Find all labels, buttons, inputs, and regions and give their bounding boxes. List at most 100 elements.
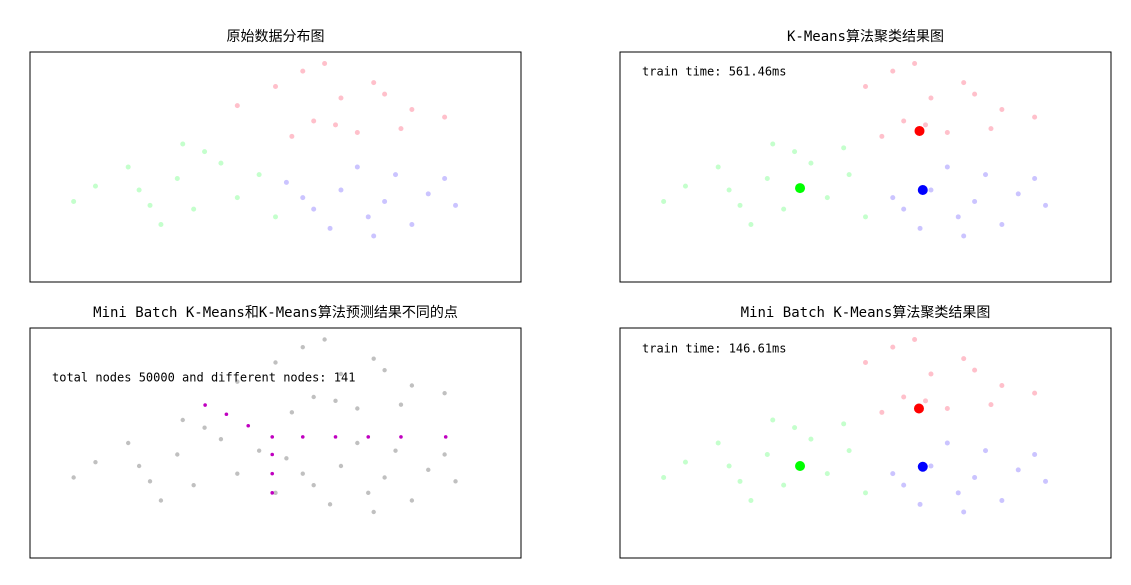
point [841, 421, 847, 427]
point [1043, 478, 1049, 484]
point [310, 394, 317, 400]
point [321, 336, 328, 343]
point [879, 409, 885, 415]
point [452, 478, 459, 485]
axes-frame [29, 327, 522, 559]
point [338, 463, 344, 469]
point [737, 202, 743, 208]
point [1032, 114, 1038, 120]
point [333, 122, 339, 128]
point [999, 107, 1005, 112]
point [1043, 202, 1049, 208]
point [381, 474, 388, 481]
point [270, 471, 275, 476]
point [726, 463, 732, 469]
point [409, 222, 415, 227]
point [944, 164, 950, 170]
point [928, 187, 934, 193]
point [246, 423, 251, 428]
point [218, 436, 224, 442]
point [999, 498, 1005, 503]
point [682, 459, 688, 465]
point [781, 206, 787, 212]
point [955, 214, 961, 220]
point [955, 490, 961, 496]
point [923, 122, 929, 128]
point [273, 84, 278, 89]
point [917, 185, 928, 195]
point [770, 141, 776, 147]
point [300, 68, 306, 74]
point [846, 448, 852, 454]
point [234, 470, 241, 477]
point [661, 475, 667, 480]
point [218, 160, 224, 166]
point [371, 233, 377, 239]
point [999, 222, 1005, 227]
point [158, 222, 164, 227]
point [234, 195, 240, 201]
point [92, 183, 98, 189]
point [338, 187, 344, 193]
point [425, 191, 431, 197]
point [914, 125, 925, 136]
point [125, 164, 131, 170]
point [764, 176, 770, 181]
point [1015, 191, 1021, 197]
point [136, 187, 142, 193]
point [202, 149, 208, 155]
point [890, 68, 896, 74]
point [322, 61, 328, 66]
point [333, 435, 338, 439]
point [147, 478, 153, 485]
point [928, 463, 934, 469]
point [289, 409, 295, 416]
point [961, 233, 967, 239]
point [332, 398, 339, 404]
annotation: total nodes 50000 and different nodes: 1… [52, 371, 355, 385]
point [988, 126, 994, 132]
point [442, 176, 448, 181]
point [191, 206, 197, 212]
point [972, 91, 978, 97]
point [808, 436, 814, 442]
point [863, 84, 868, 89]
point [453, 202, 459, 208]
point [365, 214, 371, 220]
point [748, 498, 754, 503]
point [256, 172, 262, 178]
point [770, 417, 776, 423]
point [846, 172, 852, 178]
point [370, 355, 377, 362]
point [726, 187, 732, 193]
point [682, 183, 688, 189]
point [443, 435, 448, 439]
point [841, 145, 847, 151]
point [179, 417, 186, 423]
point [917, 501, 923, 507]
point [901, 118, 907, 124]
point [136, 463, 142, 469]
point [792, 149, 798, 155]
point [224, 412, 229, 417]
point [354, 440, 361, 446]
point [983, 448, 989, 454]
point [311, 206, 317, 212]
point [409, 497, 415, 504]
point [272, 359, 279, 366]
point [370, 509, 377, 515]
point [311, 118, 317, 124]
point [781, 482, 787, 488]
point [425, 467, 432, 473]
point [715, 164, 721, 170]
point [270, 452, 275, 457]
point [371, 80, 377, 86]
point [928, 95, 934, 101]
point [310, 482, 317, 488]
point [283, 455, 290, 462]
point [792, 425, 798, 431]
point [795, 461, 806, 471]
point [901, 394, 907, 400]
point [863, 214, 868, 220]
